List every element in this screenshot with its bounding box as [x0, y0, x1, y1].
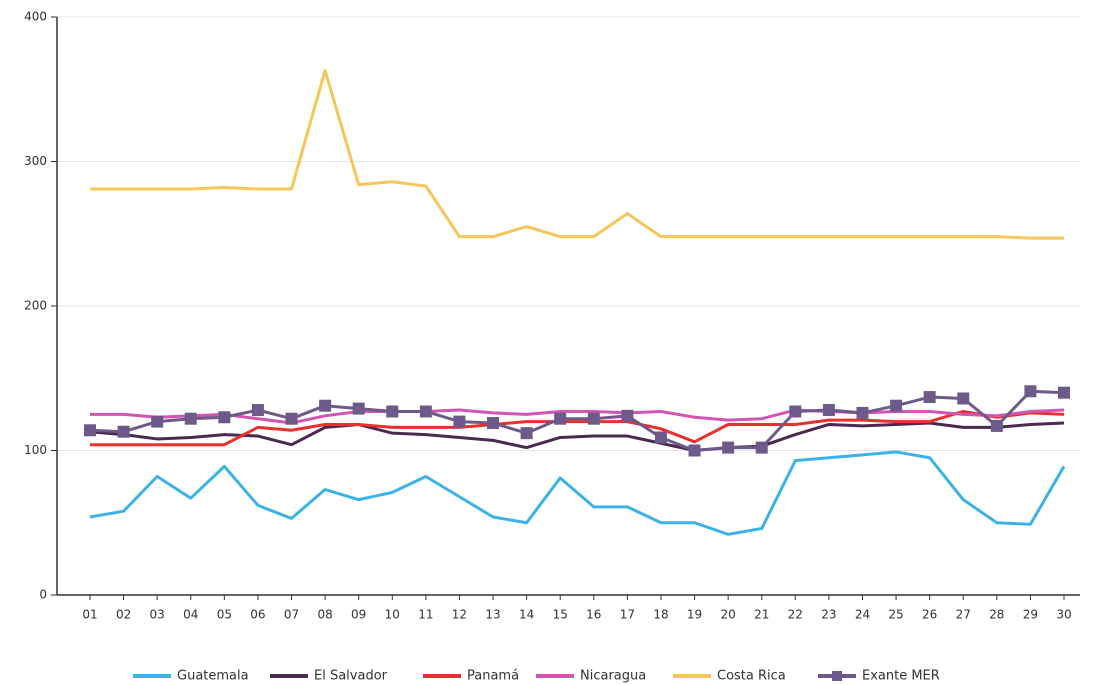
x-tick-label: 05 [217, 608, 232, 622]
series-line [89, 450, 1066, 536]
series-line [90, 409, 1065, 447]
point-marker [654, 431, 667, 444]
legend-label: Costa Rica [717, 669, 786, 684]
series-line [89, 421, 1065, 452]
point-marker [822, 404, 835, 417]
point-marker [285, 412, 298, 425]
point-marker [621, 409, 634, 422]
x-tick-label: 10 [385, 608, 400, 622]
point-marker [352, 402, 365, 415]
point-marker [84, 424, 96, 437]
y-tick-label: 0 [39, 588, 47, 602]
x-tick-label: 14 [519, 608, 534, 622]
point-marker [587, 412, 600, 425]
x-tick-label: 24 [855, 608, 870, 622]
x-tick-label: 22 [788, 608, 803, 622]
x-tick-label: 06 [250, 608, 265, 622]
point-marker [688, 444, 701, 457]
point-marker [184, 412, 197, 425]
x-tick-label: 08 [317, 608, 332, 622]
x-tick-label: 21 [754, 608, 769, 622]
x-tick-label: 02 [116, 608, 131, 622]
x-tick-label: 16 [586, 608, 601, 622]
x-tick-label: 03 [150, 608, 165, 622]
x-tick-label: 01 [82, 608, 97, 622]
x-tick-label: 30 [1056, 608, 1071, 622]
point-marker [1058, 386, 1070, 399]
point-marker [789, 405, 802, 418]
point-marker [453, 415, 466, 428]
legend-label: Guatemala [177, 669, 249, 684]
point-marker [856, 406, 869, 419]
point-marker [1024, 385, 1037, 398]
point-marker [923, 391, 936, 404]
x-tick-label: 26 [922, 608, 937, 622]
x-tick-label: 12 [452, 608, 467, 622]
y-tick-label: 300 [24, 154, 47, 168]
x-tick-label: 28 [989, 608, 1004, 622]
x-tick-label: 23 [821, 608, 836, 622]
x-tick-label: 15 [553, 608, 568, 622]
x-tick-label: 07 [284, 608, 299, 622]
x-tick-label: 11 [418, 608, 433, 622]
x-tick-label: 17 [620, 608, 635, 622]
point-marker [151, 415, 164, 428]
x-tick-label: 29 [1023, 608, 1038, 622]
point-marker [990, 419, 1003, 432]
point-marker [419, 405, 432, 418]
y-tick-label: 200 [24, 299, 47, 313]
point-marker [218, 411, 231, 424]
legend-label: Nicaragua [580, 669, 646, 684]
legend: Guatemala El Salvador Panamá Nicaragua Costa… [133, 669, 940, 684]
point-marker [554, 412, 567, 425]
series-line [90, 68, 1064, 240]
x-tick-label: 19 [687, 608, 702, 622]
x-tick-label: 18 [653, 608, 668, 622]
x-tick-label: 25 [888, 608, 903, 622]
legend-label: El Salvador [314, 669, 388, 684]
point-marker [890, 399, 903, 412]
point-marker [386, 405, 399, 418]
x-tick-label: 27 [956, 608, 971, 622]
legend-label: Panamá [467, 669, 519, 684]
x-tick-label: 20 [720, 608, 735, 622]
point-marker [957, 392, 970, 405]
y-tick-label: 100 [24, 443, 47, 457]
legend-label: Exante MER [862, 669, 940, 684]
x-tick-label: 13 [485, 608, 500, 622]
x-tick-label: 09 [351, 608, 366, 622]
point-marker [520, 427, 533, 440]
legend-marker [832, 671, 842, 681]
x-tick-label: 04 [183, 608, 198, 622]
point-marker [319, 399, 332, 412]
point-marker [117, 425, 130, 438]
point-marker [487, 417, 500, 430]
y-tick-label: 400 [24, 10, 47, 24]
point-marker [755, 441, 768, 454]
point-marker [722, 441, 735, 454]
point-marker [251, 404, 264, 417]
